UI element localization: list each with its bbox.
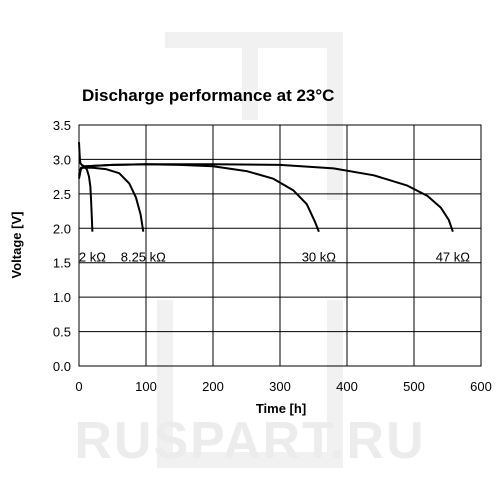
watermark-logo	[157, 32, 343, 468]
y-tick-label: 0.5	[53, 325, 71, 340]
y-tick-label: 3.0	[53, 152, 71, 167]
series-labels: 2 kΩ 8.25 kΩ 30 kΩ 47 kΩ	[79, 250, 470, 265]
series-label: 8.25 kΩ	[121, 250, 166, 265]
y-tick-label: 1.5	[53, 256, 71, 271]
x-tick-label: 300	[269, 379, 291, 394]
series-label: 47 kΩ	[436, 250, 471, 265]
x-tick-label: 400	[336, 379, 358, 394]
chart-title: Discharge performance at 23°C	[82, 86, 334, 105]
y-axis-label: Voltage [V]	[9, 212, 24, 279]
x-axis-label: Time [h]	[256, 401, 306, 416]
y-tick-label: 1.0	[53, 290, 71, 305]
y-tick-labels: 0.0 0.5 1.0 1.5 2.0 2.5 3.0 3.5	[53, 118, 71, 374]
x-tick-label: 600	[470, 379, 492, 394]
x-tick-labels: 0 100 200 300 400 500 600	[75, 379, 491, 394]
series-label: 30 kΩ	[302, 250, 337, 265]
x-tick-label: 100	[135, 379, 157, 394]
grid	[78, 124, 482, 367]
x-tick-label: 200	[202, 379, 224, 394]
series-line-0	[78, 142, 94, 232]
plot-frame	[78, 124, 482, 367]
watermark-text: RUSPART.RU	[74, 412, 425, 470]
series-label: 2 kΩ	[79, 250, 106, 265]
x-tick-label: 0	[75, 379, 82, 394]
x-tick-label: 500	[403, 379, 425, 394]
series-line-2	[78, 163, 320, 233]
series-line-3	[78, 163, 454, 233]
y-tick-label: 2.0	[53, 221, 71, 236]
y-tick-label: 0.0	[53, 359, 71, 374]
y-tick-label: 3.5	[53, 118, 71, 133]
series-lines	[78, 142, 454, 233]
y-tick-label: 2.5	[53, 187, 71, 202]
